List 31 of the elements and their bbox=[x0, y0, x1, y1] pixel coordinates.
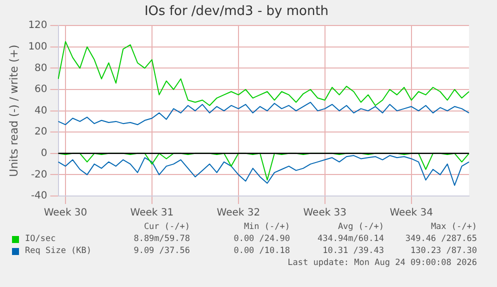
text: Cur (-/+) bbox=[144, 222, 190, 232]
text: 0.00 /24.90 bbox=[234, 234, 290, 244]
x-tick-label: Week 32 bbox=[216, 208, 260, 219]
x-tick-label: Week 30 bbox=[44, 208, 88, 219]
text: Last update: Mon Aug 24 09:00:08 2026 bbox=[288, 258, 477, 268]
y-tick-label: 60 bbox=[34, 84, 48, 96]
text: 434.94m/60.14 bbox=[317, 234, 384, 244]
y-tick-label: 100 bbox=[28, 41, 48, 52]
text: 9.09 /37.56 bbox=[134, 246, 190, 256]
text: 8.89m/59.78 bbox=[134, 234, 190, 244]
x-tick-label: Week 34 bbox=[390, 208, 434, 219]
text: 10.31 /39.43 bbox=[322, 246, 384, 256]
y-tick-label: 120 bbox=[28, 20, 48, 32]
y-tick-label: 40 bbox=[34, 105, 48, 116]
legend-label: Req Size (KB) bbox=[25, 246, 92, 256]
x-tick-label: Week 33 bbox=[303, 208, 347, 219]
y-axis-title: Units read (-) / write (+) bbox=[7, 44, 20, 177]
y-tick-label: -40 bbox=[30, 190, 48, 202]
text: Avg (-/+) bbox=[338, 222, 384, 232]
y-tick-label: 20 bbox=[34, 126, 48, 138]
y-tick-label: 80 bbox=[34, 62, 48, 74]
text: Max (-/+) bbox=[430, 222, 477, 232]
text: Min (-/+) bbox=[244, 222, 290, 232]
y-tick-label: 0 bbox=[40, 148, 48, 159]
text: 349.46 /287.65 bbox=[405, 234, 477, 244]
x-tick-label: Week 31 bbox=[130, 208, 174, 219]
text: 130.23 /87.30 bbox=[410, 246, 477, 256]
text: 0.00 /10.18 bbox=[234, 246, 290, 256]
y-tick-label: -20 bbox=[30, 169, 48, 180]
chart-title: IOs for /dev/md3 - by month bbox=[144, 4, 329, 20]
legend-label: IO/sec bbox=[25, 234, 56, 244]
